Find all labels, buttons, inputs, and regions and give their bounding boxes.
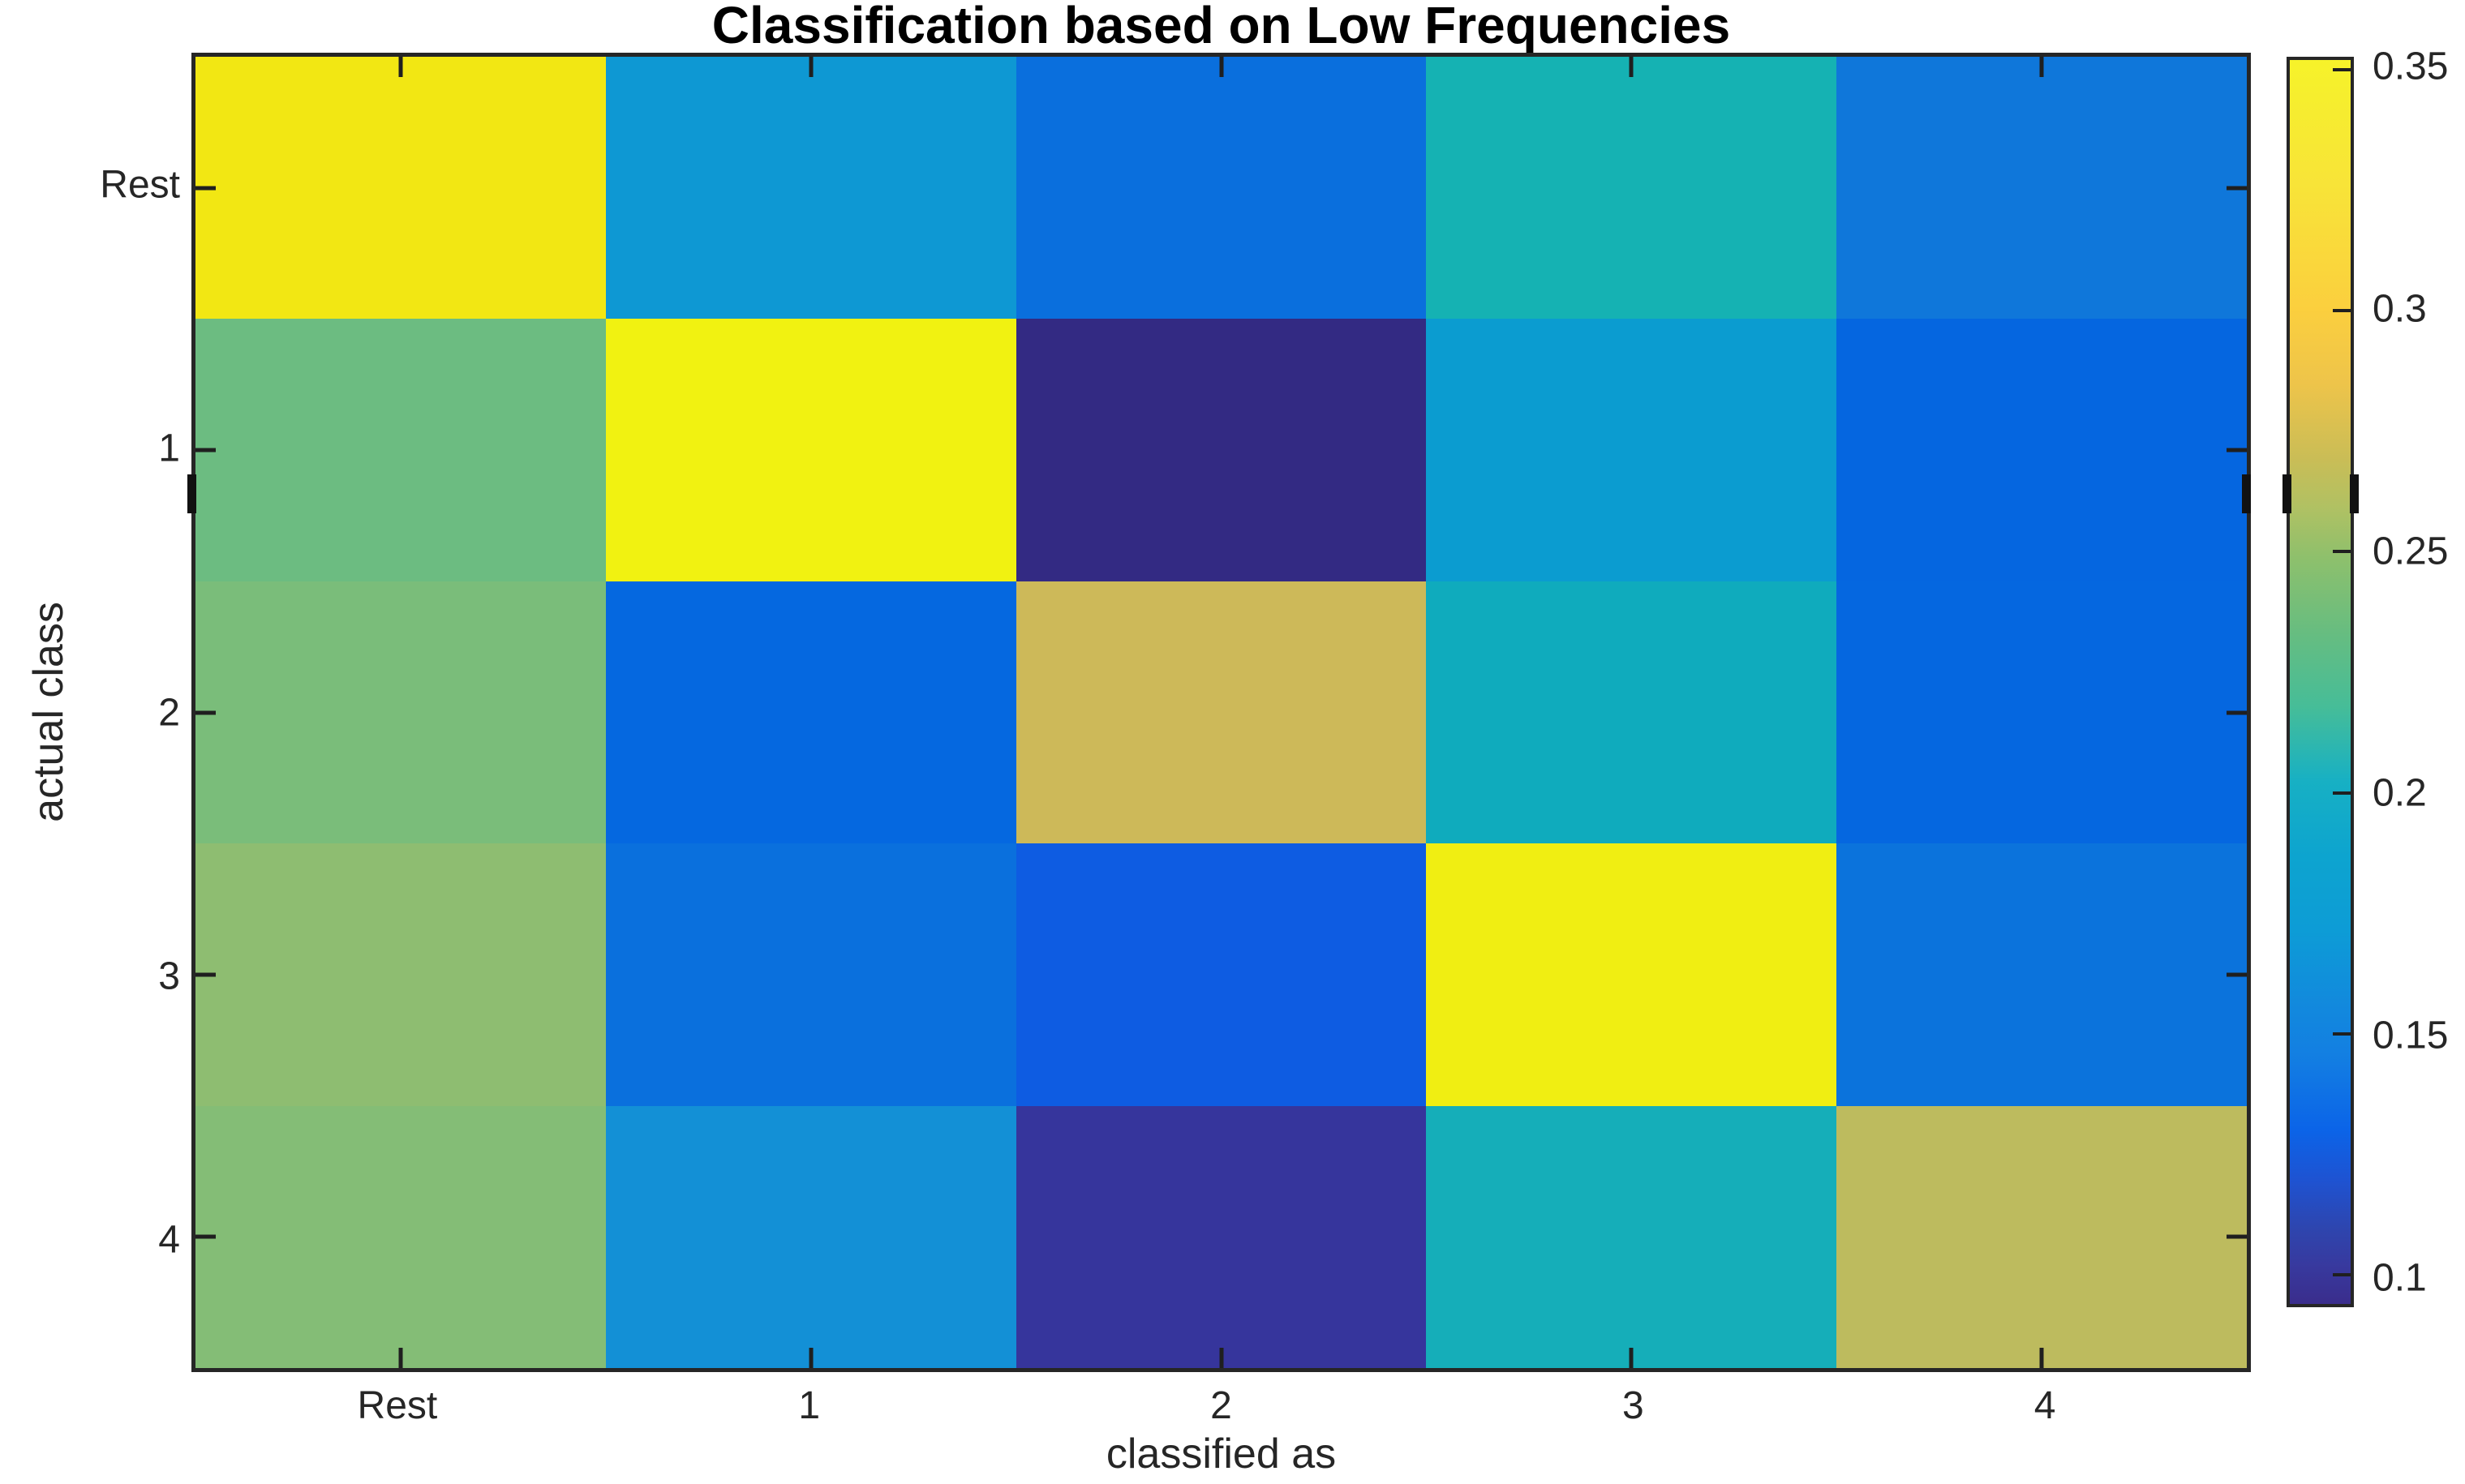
axis-tick-mark: [2227, 710, 2247, 714]
heatmap-cell: [605, 843, 1016, 1106]
heatmap-cell: [1836, 57, 2247, 320]
colorbar-tick-mark: [2333, 791, 2351, 795]
heatmap-cell: [1426, 319, 1837, 581]
border-artifact-mark: [2242, 474, 2251, 513]
colorbar-tick-label: 0.3: [2373, 287, 2427, 331]
x-axis-label: classified as: [1106, 1430, 1337, 1478]
axis-tick-mark: [195, 710, 216, 714]
axis-tick-mark: [398, 57, 403, 77]
heatmap-cell: [1426, 57, 1837, 320]
axis-tick-mark: [398, 1348, 403, 1368]
heatmap-cell: [1836, 843, 2247, 1106]
axis-tick-mark: [2227, 1234, 2247, 1239]
border-artifact-mark: [2282, 474, 2291, 513]
heatmap-plot: [191, 53, 2251, 1372]
heatmap-cell: [1836, 1105, 2247, 1368]
x-axis-tick-labels: Rest 1 2 3 4: [191, 1383, 2251, 1429]
colorbar-tick-mark: [2333, 1032, 2351, 1036]
heatmap-cell: [195, 843, 606, 1106]
colorbar-tick-mark: [2333, 309, 2351, 313]
axis-tick-mark: [1629, 57, 1634, 77]
heatmap-cell: [1016, 57, 1427, 320]
x-tick-label: 2: [1210, 1384, 1232, 1427]
axis-tick-mark: [2227, 972, 2247, 977]
heatmap-cell: [605, 319, 1016, 581]
axis-tick-mark: [1219, 57, 1223, 77]
colorbar-tick-label: 0.25: [2373, 530, 2449, 573]
heatmap-cell: [1016, 1105, 1427, 1368]
heatmap-cell: [1016, 843, 1427, 1106]
heatmap-cell: [1426, 843, 1837, 1106]
heatmap-cell: [1426, 1105, 1837, 1368]
axis-tick-mark: [2039, 1348, 2044, 1368]
heatmap-cell: [195, 57, 606, 320]
colorbar-tick-label: 0.35: [2373, 45, 2449, 88]
colorbar-tick-labels: 0.35 0.3 0.25 0.2 0.15 0.1: [2373, 45, 2462, 1307]
axis-tick-mark: [1219, 1348, 1223, 1368]
colorbar-tick-label: 0.15: [2373, 1014, 2449, 1057]
y-tick-label: 3: [158, 954, 180, 998]
axis-tick-mark: [2227, 448, 2247, 452]
axis-tick-mark: [2039, 57, 2044, 77]
axis-tick-mark: [2227, 186, 2247, 191]
x-tick-label: 1: [798, 1384, 821, 1427]
heatmap-cell: [1836, 581, 2247, 844]
heatmap-cell: [605, 57, 1016, 320]
colorbar-tick-label: 0.2: [2373, 771, 2427, 815]
x-tick-label: 3: [1621, 1384, 1644, 1427]
axis-tick-mark: [195, 972, 216, 977]
border-artifact-mark: [2350, 474, 2359, 513]
heatmap-cell: [195, 581, 606, 844]
y-axis-tick-labels: Rest 1 2 3 4: [0, 53, 180, 1372]
colorbar-tick-mark: [2333, 67, 2351, 71]
heatmap-cell: [605, 581, 1016, 844]
axis-tick-mark: [195, 186, 216, 191]
heatmap-cell: [605, 1105, 1016, 1368]
border-artifact-mark: [187, 474, 196, 513]
heatmap-cell: [195, 1105, 606, 1368]
heatmap-cell: [195, 319, 606, 581]
heatmap-cell: [1016, 581, 1427, 844]
axis-tick-mark: [809, 57, 814, 77]
chart-title: Classification based on Low Frequencies: [711, 0, 1731, 54]
axis-tick-mark: [809, 1348, 814, 1368]
axis-tick-mark: [1629, 1348, 1634, 1368]
y-tick-label: 4: [158, 1218, 180, 1262]
colorbar-tick-mark: [2333, 550, 2351, 554]
x-tick-label: Rest: [357, 1384, 438, 1427]
colorbar: [2287, 57, 2354, 1307]
axis-tick-mark: [195, 448, 216, 452]
y-tick-label: 1: [158, 427, 180, 470]
heatmap-cell: [1836, 319, 2247, 581]
heatmap-cell: [1016, 319, 1427, 581]
colorbar-tick-mark: [2333, 1273, 2351, 1277]
x-tick-label: 4: [2033, 1384, 2056, 1427]
y-tick-label: 2: [158, 691, 180, 734]
y-tick-label: Rest: [100, 163, 180, 207]
colorbar-tick-label: 0.1: [2373, 1256, 2427, 1300]
heatmap-cell: [1426, 581, 1837, 844]
axis-tick-mark: [195, 1234, 216, 1239]
